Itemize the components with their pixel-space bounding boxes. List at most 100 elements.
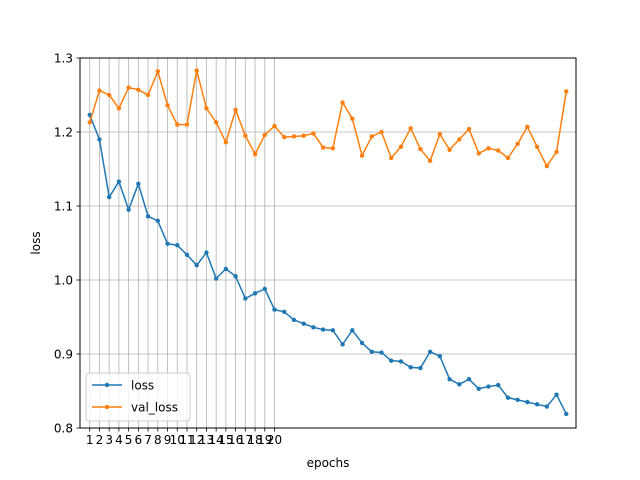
- data-point-val-loss: [116, 106, 122, 111]
- data-point-loss: [272, 307, 277, 312]
- data-point-val-loss: [330, 146, 336, 151]
- data-point-val-loss: [466, 126, 472, 132]
- data-point-loss: [369, 349, 374, 354]
- data-point-loss: [204, 250, 209, 255]
- data-point-loss: [106, 194, 112, 200]
- data-point-loss: [350, 328, 355, 333]
- x-tick-label: 4: [115, 433, 123, 447]
- x-tick-label: 15: [218, 433, 233, 447]
- x-tick-label: 16: [228, 433, 243, 447]
- data-point-loss: [457, 382, 462, 387]
- data-point-loss: [291, 317, 297, 323]
- x-tick-label: 20: [267, 433, 282, 447]
- data-point-loss: [301, 321, 306, 326]
- data-point-val-loss: [87, 120, 92, 125]
- data-point-loss: [165, 241, 170, 246]
- data-point-val-loss: [106, 92, 112, 98]
- data-point-loss: [379, 350, 384, 355]
- data-point-val-loss: [515, 141, 520, 147]
- data-point-val-loss: [379, 129, 384, 135]
- data-point-val-loss: [389, 155, 394, 161]
- y-tick-label: 0.8: [54, 422, 73, 436]
- data-point-loss: [175, 243, 180, 248]
- data-point-val-loss: [427, 158, 433, 164]
- legend-label-loss: loss: [131, 379, 154, 393]
- data-point-val-loss: [243, 133, 248, 138]
- data-point-loss: [486, 384, 491, 389]
- data-point-val-loss: [398, 144, 404, 149]
- data-point-loss: [282, 309, 287, 315]
- data-point-loss: [534, 402, 540, 407]
- x-tick-label: 10: [170, 433, 185, 447]
- legend-marker-loss: [104, 382, 110, 388]
- data-point-loss: [398, 359, 404, 364]
- x-tick-label: 19: [257, 433, 272, 447]
- data-point-val-loss: [534, 144, 540, 149]
- data-point-val-loss: [136, 87, 141, 93]
- y-axis-label: loss: [29, 231, 43, 254]
- data-point-loss: [544, 404, 550, 409]
- data-point-val-loss: [204, 106, 209, 111]
- x-axis-label: epochs: [307, 456, 350, 470]
- data-point-loss: [554, 392, 559, 397]
- data-point-loss: [466, 376, 472, 382]
- data-point-val-loss: [175, 122, 180, 127]
- data-point-val-loss: [223, 140, 229, 145]
- data-point-loss: [564, 411, 569, 417]
- data-point-loss: [184, 252, 190, 258]
- data-point-val-loss: [340, 100, 345, 105]
- data-point-val-loss: [97, 88, 102, 93]
- data-point-loss: [389, 358, 394, 363]
- data-point-loss: [320, 327, 326, 332]
- data-point-val-loss: [544, 163, 550, 169]
- data-point-loss: [223, 266, 229, 272]
- data-point-val-loss: [155, 69, 160, 74]
- data-point-val-loss: [262, 132, 267, 138]
- data-point-val-loss: [320, 145, 326, 150]
- x-tick-label: 17: [238, 433, 253, 447]
- data-point-val-loss: [418, 146, 423, 152]
- data-point-val-loss: [165, 103, 170, 108]
- data-point-loss: [525, 399, 530, 405]
- y-tick-label: 1.0: [54, 274, 73, 288]
- x-tick-label: 11: [179, 433, 194, 447]
- data-point-loss: [505, 395, 511, 400]
- data-point-loss: [330, 328, 336, 333]
- data-point-val-loss: [145, 92, 151, 98]
- data-point-val-loss: [213, 120, 219, 125]
- data-point-loss: [87, 112, 92, 118]
- data-point-loss: [427, 349, 433, 354]
- data-point-loss: [252, 291, 258, 296]
- data-point-val-loss: [437, 132, 443, 137]
- plot-frame: [79, 57, 577, 429]
- data-point-val-loss: [291, 134, 297, 139]
- x-tick-label: 2: [96, 433, 104, 447]
- series-layer: [87, 68, 569, 417]
- data-point-val-loss: [369, 134, 374, 139]
- data-point-val-loss: [457, 137, 462, 142]
- data-point-val-loss: [359, 153, 365, 158]
- data-point-val-loss: [505, 155, 511, 161]
- legend-label-val-loss: val_loss: [131, 401, 178, 415]
- x-tick-label: 13: [199, 433, 214, 447]
- data-point-loss: [116, 179, 122, 184]
- data-point-loss: [476, 386, 481, 391]
- data-point-val-loss: [408, 126, 413, 131]
- data-point-val-loss: [564, 89, 569, 94]
- data-point-loss: [359, 340, 365, 346]
- data-point-val-loss: [194, 68, 199, 73]
- data-point-val-loss: [184, 122, 190, 127]
- data-point-val-loss: [301, 133, 306, 138]
- data-point-loss: [243, 296, 248, 301]
- x-tick-label: 9: [164, 433, 172, 447]
- data-point-loss: [447, 376, 452, 382]
- x-tick-label: 5: [125, 433, 133, 447]
- data-point-loss: [418, 365, 423, 371]
- data-point-loss: [194, 263, 199, 268]
- data-point-val-loss: [447, 147, 452, 152]
- y-tick-label: 0.9: [54, 348, 73, 362]
- x-tick-label: 1: [86, 433, 94, 447]
- data-point-loss: [262, 286, 267, 292]
- data-point-loss: [213, 276, 219, 281]
